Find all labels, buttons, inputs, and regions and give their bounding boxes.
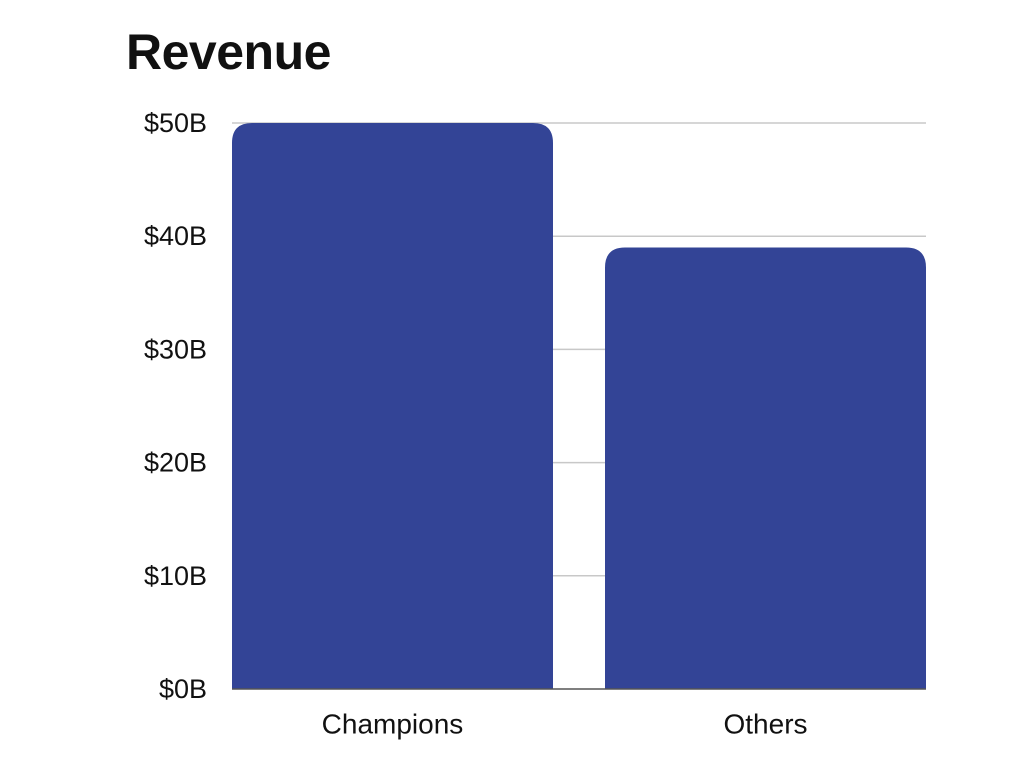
y-tick-label: $40B: [144, 221, 207, 251]
bar-others: [605, 247, 926, 689]
y-tick-label: $0B: [159, 674, 207, 704]
bars: [232, 123, 926, 689]
y-tick-label: $50B: [144, 108, 207, 138]
x-axis-category-labels: Champions Others: [322, 709, 808, 740]
y-tick-label: $10B: [144, 561, 207, 591]
bar-champions: [232, 123, 553, 689]
y-axis-tick-labels: $0B $10B $20B $30B $40B $50B: [144, 108, 207, 704]
y-tick-label: $20B: [144, 448, 207, 478]
chart-title: Revenue: [126, 24, 331, 80]
y-tick-label: $30B: [144, 334, 207, 364]
x-category-label: Others: [723, 709, 807, 740]
x-category-label: Champions: [322, 709, 464, 740]
